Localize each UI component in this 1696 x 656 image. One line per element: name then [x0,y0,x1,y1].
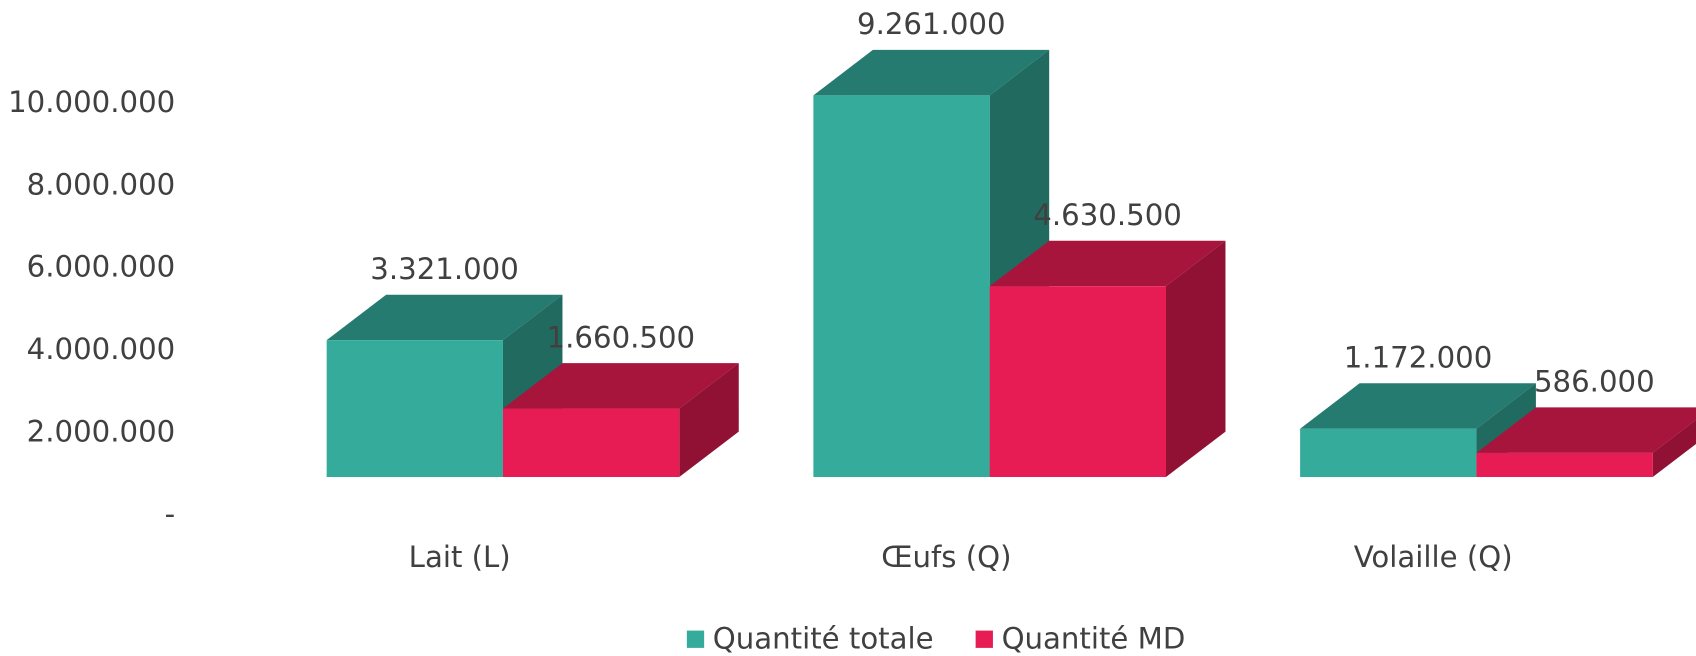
y-tick-label: 4.000.000 [27,332,176,366]
data-label: 586.000 [1534,365,1655,399]
bar [813,95,990,477]
legend-swatch [686,630,705,648]
bar-top [989,240,1226,287]
data-label: 3.321.000 [370,252,519,286]
y-tick-label: 6.000.000 [27,250,176,284]
legend-label: Quantité MD [1002,621,1186,655]
bar-side [1652,419,1696,477]
x-tick-label: Lait (L) [409,540,511,574]
bar-top [1300,383,1536,429]
data-label: 1.172.000 [1344,340,1493,374]
legend-label: Quantité totale [713,621,934,655]
y-tick-label: 8.000.000 [27,167,176,201]
bar-top [1476,407,1696,453]
y-tick-label: 10.000.000 [8,85,175,119]
x-tick-label: Volaille (Q) [1354,540,1513,574]
y-tick-label: - [165,497,176,531]
bar [502,408,680,477]
bar-top [326,294,563,341]
data-label: 9.261.000 [857,7,1006,41]
bar [1476,452,1653,477]
bar-side [1165,240,1226,477]
bar-side [679,363,739,477]
x-tick-label: Œufs (Q) [881,540,1011,574]
y-tick-label: 2.000.000 [27,415,176,449]
data-label: 4.630.500 [1033,198,1182,232]
bar-top [813,49,1050,96]
data-label: 1.660.500 [547,320,696,354]
bar [326,340,503,477]
bar [1300,428,1477,477]
bar [989,286,1166,477]
legend-swatch [975,630,993,648]
bar-top [502,363,739,409]
